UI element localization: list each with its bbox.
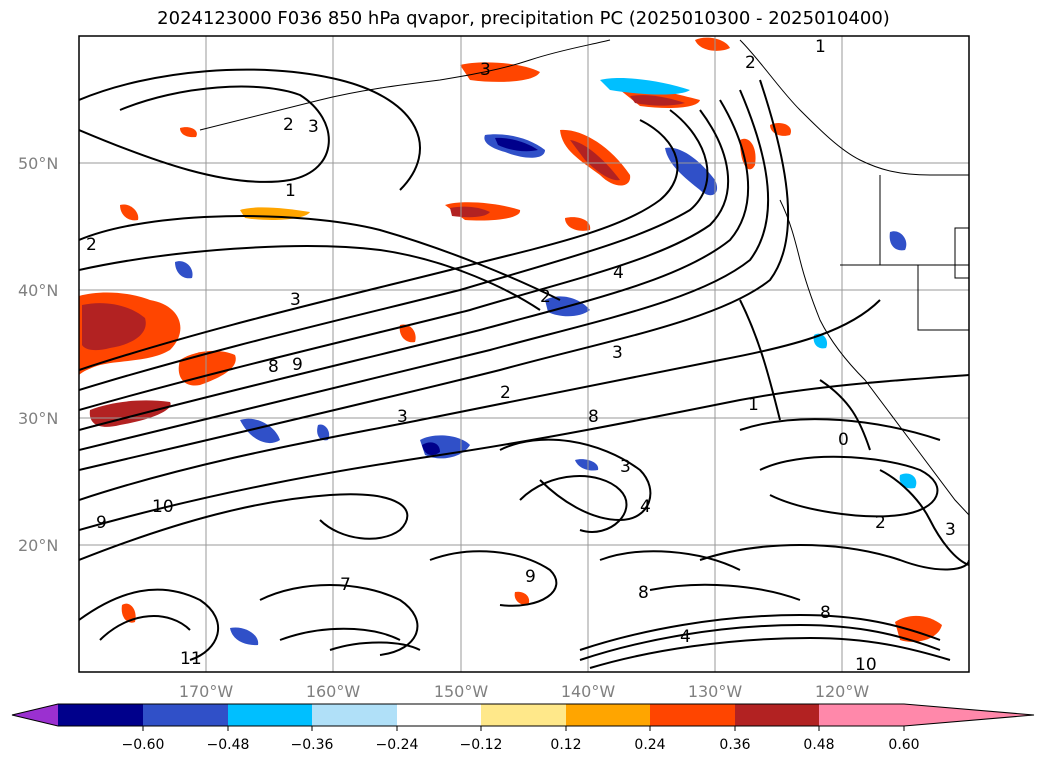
contour-label: 9	[292, 355, 303, 375]
longitude-labels: 170°W 160°W 150°W 140°W 130°W 120°W	[179, 682, 870, 701]
qvapor-contours	[79, 68, 969, 669]
colorbar-tick-label: 0.36	[719, 737, 750, 753]
colorbar-tick-label: −0.48	[207, 737, 250, 753]
colorbar-tick-label: −0.12	[460, 737, 503, 753]
colorbar-segment	[397, 704, 481, 726]
colorbar-extend-high	[904, 704, 1034, 726]
colorbar-segment	[650, 704, 735, 726]
lon-label: 160°W	[306, 682, 361, 701]
colorbar-outline	[11, 703, 1035, 727]
colorbar-tick-label: 0.60	[888, 737, 919, 753]
lat-label: 20°N	[18, 536, 58, 555]
contour-label: 10	[855, 655, 877, 675]
lat-label: 30°N	[18, 409, 58, 428]
contour-label: 8	[268, 357, 279, 377]
coastlines	[199, 39, 969, 516]
contour-label: 3	[290, 290, 301, 310]
colorbar-tick-label: −0.24	[376, 737, 419, 753]
contour-label: 11	[180, 649, 202, 669]
contour-label: 4	[680, 627, 691, 647]
colorbar-tick-label: −0.60	[122, 737, 165, 753]
plot-area: 1 2 3 3 2 1 2 3 4 2 3 8 9 2 3 1 8 3 4 10…	[79, 36, 969, 675]
colorbar-tick-label: 0.12	[550, 737, 581, 753]
contour-label: 2	[86, 235, 97, 255]
colorbar-segment	[58, 704, 143, 726]
colorbar-tick-label: −0.36	[291, 737, 334, 753]
colorbar-segment	[312, 704, 397, 726]
colorbar-segment	[481, 704, 566, 726]
lon-label: 140°W	[561, 682, 616, 701]
contour-label: 3	[480, 60, 491, 80]
contour-label: 4	[613, 263, 624, 283]
contour-label: 4	[640, 497, 651, 517]
colorbar-extend-low	[12, 704, 58, 726]
contour-label: 9	[525, 567, 536, 587]
plot-frame	[78, 35, 970, 673]
contour-label: 3	[620, 457, 631, 477]
map-title: 2024123000 F036 850 hPa qvapor, precipit…	[157, 8, 890, 29]
contour-label: 9	[96, 513, 107, 533]
colorbar-tick-label: 0.24	[634, 737, 665, 753]
contour-label: 2	[540, 287, 551, 307]
colorbar-segment	[566, 704, 650, 726]
contour-label: 8	[820, 603, 831, 623]
contour-labels: 1 2 3 3 2 1 2 3 4 2 3 8 9 2 3 1 8 3 4 10…	[86, 37, 956, 675]
contour-label: 2	[283, 115, 294, 135]
contour-label: 3	[945, 520, 956, 540]
contour-label: 10	[152, 497, 174, 517]
contour-label: 3	[397, 407, 408, 427]
precip-shading	[79, 37, 942, 646]
colorbar-ticks: −0.60 −0.48 −0.36 −0.24 −0.12 0.12 0.24 …	[122, 726, 920, 753]
latitude-labels: 50°N 40°N 30°N 20°N	[18, 154, 58, 555]
contour-label: 8	[638, 583, 649, 603]
colorbar-segment	[819, 704, 904, 726]
lon-label: 130°W	[688, 682, 743, 701]
colorbar-segment	[735, 704, 819, 726]
contour-label: 1	[285, 181, 296, 201]
lon-label: 120°W	[815, 682, 870, 701]
colorbar-segment	[228, 704, 312, 726]
contour-label: 2	[875, 513, 886, 533]
contour-label: 3	[308, 117, 319, 137]
lat-label: 40°N	[18, 281, 58, 300]
contour-label: 8	[588, 407, 599, 427]
contour-label: 2	[500, 383, 511, 403]
colorbar-segment	[143, 704, 228, 726]
contour-label: 3	[612, 343, 623, 363]
colorbar-tick-label: 0.48	[803, 737, 834, 753]
contour-label: 1	[815, 37, 826, 57]
contour-label: 2	[745, 53, 756, 73]
contour-label: 1	[748, 395, 759, 415]
contour-label: 0	[838, 430, 849, 450]
lon-label: 170°W	[179, 682, 234, 701]
lon-label: 150°W	[434, 682, 489, 701]
lat-label: 50°N	[18, 154, 58, 173]
colorbar	[11, 703, 1035, 727]
contour-label: 7	[340, 575, 351, 595]
